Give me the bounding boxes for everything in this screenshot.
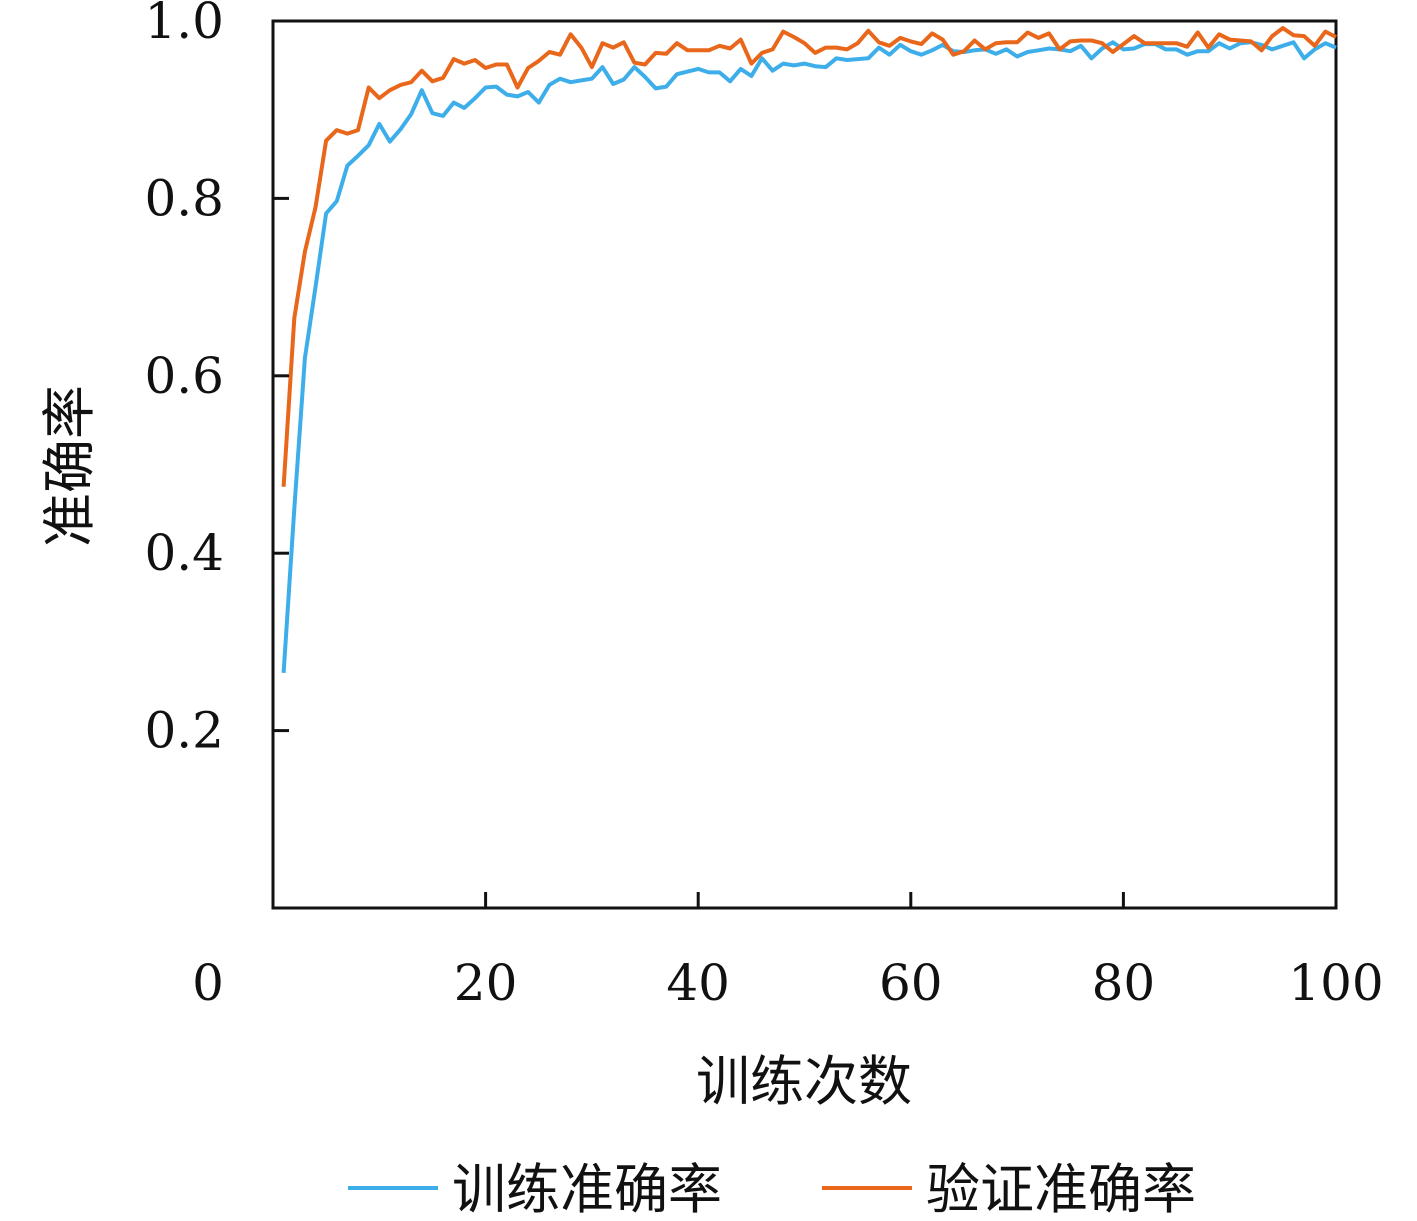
legend-label-train: 训练准确率 <box>452 1158 722 1221</box>
x-tick-label: 0 <box>192 954 224 1012</box>
y-axis-ticks: 0.2 0.4 0.6 0.8 1.0 <box>144 0 289 760</box>
plot-frame <box>271 19 1338 910</box>
x-tick-label: 40 <box>666 954 730 1012</box>
x-tick-label: 100 <box>1288 954 1383 1012</box>
plot-area <box>271 19 1338 910</box>
y-tick-label: 0.8 <box>144 169 224 227</box>
y-tick-label: 1.0 <box>144 0 224 50</box>
x-axis-title: 训练次数 <box>696 1050 912 1113</box>
y-axis-title: 准确率 <box>38 385 101 547</box>
x-axis-ticks: 0 20 40 60 80 100 <box>192 892 1384 1012</box>
x-tick-label: 20 <box>454 954 518 1012</box>
x-tick-label: 80 <box>1092 954 1156 1012</box>
y-tick-label: 0.6 <box>144 347 224 405</box>
y-tick-label: 0.4 <box>144 524 224 582</box>
x-tick-label: 60 <box>879 954 943 1012</box>
series-layer <box>281 26 1337 674</box>
legend-label-val: 验证准确率 <box>926 1158 1196 1221</box>
y-tick-label: 0.2 <box>144 702 224 760</box>
series-line-val <box>281 26 1337 487</box>
legend: 训练准确率 验证准确率 <box>348 1158 1196 1221</box>
series-line-train <box>281 40 1337 674</box>
